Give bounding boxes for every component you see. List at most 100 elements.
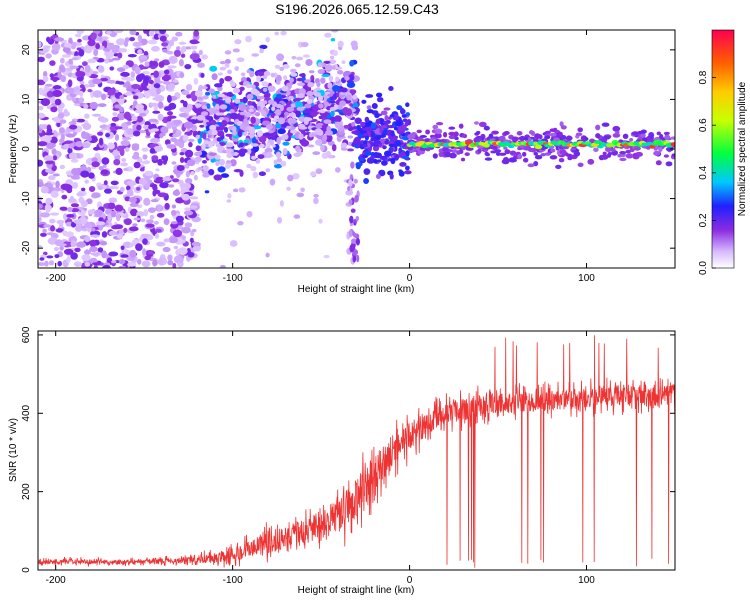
spectrogram-blob — [503, 131, 510, 135]
spectrogram-blob — [142, 238, 148, 245]
spectrogram-blob — [69, 124, 78, 130]
spectrogram-blob — [250, 116, 256, 124]
spectrogram-blob — [642, 137, 648, 142]
spectrogram-blob — [243, 142, 249, 146]
spectrogram-blob — [267, 85, 276, 92]
spectrogram-blob — [276, 93, 283, 99]
spectrogram-blob — [456, 150, 461, 155]
spectrogram-blob — [229, 240, 238, 247]
spectrogram-blob — [262, 87, 268, 93]
spectrogram-blob — [75, 226, 83, 232]
spectrogram-blob — [283, 133, 289, 140]
spectrogram-blob — [48, 260, 55, 266]
spectrogram-blob — [52, 130, 58, 138]
spectrogram-blob — [382, 145, 387, 150]
spectrogram-blob — [61, 194, 68, 200]
spectrogram-blob — [405, 150, 410, 157]
spectrogram-blob — [261, 110, 267, 117]
spectrogram-blob — [57, 260, 62, 267]
spectrogram-blob — [192, 244, 201, 252]
spectrogram-blob — [105, 54, 111, 60]
spectrogram-blob — [140, 218, 146, 223]
spectrogram-blob — [429, 138, 437, 143]
spectrogram-blob — [219, 116, 225, 121]
spectrogram-blob — [83, 221, 93, 229]
spectrogram-blob — [71, 57, 79, 61]
spectrogram-blob — [619, 151, 627, 155]
spectrogram-blob — [157, 192, 168, 198]
snr-y-label: SNR (10 * v/v) — [8, 418, 19, 482]
spectrogram-blob — [263, 71, 271, 76]
spectrogram-blob — [38, 141, 48, 147]
spectrogram-blob — [86, 136, 92, 142]
spectrogram-blob — [75, 71, 86, 78]
spectrogram-blob — [155, 168, 160, 172]
spectrogram-blob — [259, 143, 265, 148]
spectrogram-blob — [103, 180, 108, 186]
spectrogram-blob — [226, 152, 233, 159]
spectrogram-blob — [73, 137, 81, 142]
spectrogram-blob — [155, 228, 162, 233]
spectrogram-blob — [382, 120, 389, 125]
spectrogram-blob — [167, 65, 177, 69]
spectrogram-blob — [394, 154, 399, 161]
spectrogram-blob — [529, 130, 534, 135]
spectrogram-blob — [195, 145, 202, 152]
spectrogram-blob — [290, 68, 297, 73]
spectrogram-blob — [631, 131, 640, 136]
spectrogram-blob — [323, 254, 330, 259]
spectrogram-blob — [291, 55, 297, 60]
spectrogram-blob — [97, 103, 107, 107]
spectrogram-blob — [70, 252, 78, 260]
spectrogram-blob — [212, 94, 217, 99]
spectrogram-blob — [317, 62, 323, 68]
spectrogram-blob — [237, 129, 242, 137]
spectrogram-blob — [132, 95, 139, 100]
spectrogram-blob — [142, 248, 147, 256]
spectrogram-blob — [110, 122, 116, 127]
spectrogram-blob — [224, 63, 230, 68]
spectrogram-blob — [582, 136, 588, 141]
spectrogram-blob — [225, 163, 231, 169]
spectrogram-blob — [311, 111, 318, 117]
spectrogram-blob — [670, 136, 675, 140]
spectrogram-blob — [93, 264, 98, 268]
spectrogram-blob — [629, 138, 634, 142]
spectrogram-blob — [388, 143, 396, 147]
spectrogram-blob — [567, 156, 573, 161]
spectrogram-blob — [274, 109, 282, 116]
spectrogram-blob — [152, 185, 158, 191]
spectrogram-blob — [640, 129, 647, 134]
spectrogram-blob — [68, 58, 73, 65]
spectrogram-blob — [107, 202, 116, 210]
spectrogram-blob — [120, 162, 128, 167]
spectrogram-blob — [64, 140, 73, 144]
spectrogram-blob — [219, 61, 226, 65]
spectrogram-blob — [523, 136, 529, 141]
spectrogram-blob — [214, 154, 221, 160]
spectrogram-blob — [255, 119, 261, 124]
spectrogram-blob — [354, 117, 362, 125]
spectrogram-blob — [398, 147, 403, 153]
spectrogram-blob — [187, 252, 195, 258]
spectrogram-blob — [277, 117, 286, 125]
spectrogram-blob — [167, 94, 172, 103]
spectrogram-blob — [501, 158, 510, 165]
spectrogram-blob — [99, 117, 109, 123]
spectrogram-blob — [249, 131, 255, 139]
spectrogram-blob — [63, 42, 72, 48]
spectrogram-blob — [343, 125, 350, 129]
spectrogram-blob — [120, 140, 130, 146]
spectrogram-blob — [65, 133, 76, 138]
spectrogram-blob — [111, 45, 119, 54]
spectrogram-blob — [330, 38, 336, 42]
spectrogram-blob — [136, 211, 145, 217]
spectrogram-blob — [194, 152, 202, 157]
spectrogram-blob — [298, 123, 306, 128]
spectrogram-blob — [266, 142, 271, 150]
spectrogram-blob — [177, 247, 188, 256]
snr-x-tick-label: -100 — [223, 575, 243, 586]
spectrogram-blob — [286, 106, 295, 112]
spectrogram-blob — [162, 81, 171, 85]
spectrogram-blob — [159, 35, 167, 42]
